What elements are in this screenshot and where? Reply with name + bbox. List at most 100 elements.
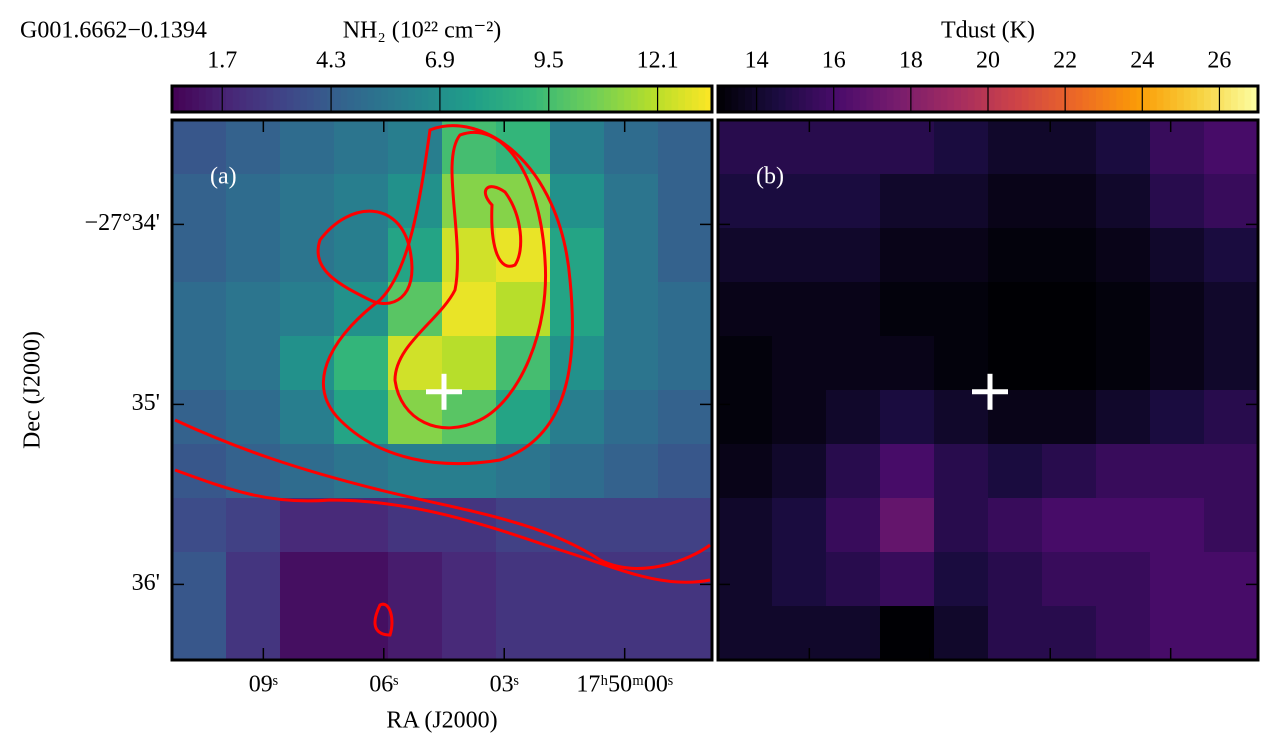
- pixel: [718, 228, 773, 283]
- colorbar-slice: [685, 86, 693, 112]
- frames: 1.7 4.3 6.9 9.5 12.1 NH₂ (10²² cm⁻²) 09ˢ 06ˢ 03ˢ…: [20, 18, 1260, 734]
- pixel: [226, 282, 281, 337]
- colorbar-slice: [913, 86, 922, 112]
- pixel: [718, 552, 773, 607]
- colorbar-frame: [170, 84, 714, 114]
- colorbar-slice: [307, 86, 315, 112]
- pixel: [442, 336, 497, 391]
- colorbar-slice: [724, 86, 733, 112]
- pixel: [1204, 174, 1259, 229]
- colorbar-slice: [536, 86, 544, 112]
- colorbar-slice: [624, 86, 632, 112]
- pixel: [442, 228, 497, 283]
- pixel: [658, 336, 713, 391]
- pixel: [280, 606, 335, 661]
- colorbar-slice: [381, 86, 389, 112]
- pixel: [550, 390, 605, 445]
- pixel: [658, 282, 713, 337]
- pixel: [1204, 390, 1259, 445]
- colorbar-slice: [273, 86, 281, 112]
- colorbar-tick-label: 18: [899, 48, 923, 74]
- colorbar-tick-label: 6.9: [425, 48, 455, 74]
- pixel: [172, 606, 227, 661]
- colorbar-slice: [523, 86, 531, 112]
- pixel: [718, 282, 773, 337]
- pixel: [280, 498, 335, 553]
- colorbar-slice: [280, 86, 288, 112]
- pixel: [1042, 390, 1097, 445]
- x-axis-label: RA (J2000): [386, 708, 497, 734]
- pixel: [334, 282, 389, 337]
- colorbar-slice: [1251, 86, 1259, 112]
- colorbar-slice: [805, 86, 814, 112]
- colorbar-slice: [778, 86, 787, 112]
- colorbar-slice: [590, 86, 598, 112]
- pixel: [172, 120, 227, 175]
- colorbar-slice: [1102, 86, 1111, 112]
- pixel: [826, 498, 881, 553]
- colorbar-slice: [1116, 86, 1124, 112]
- pixel: [772, 498, 827, 553]
- colorbar-slice: [1069, 86, 1077, 112]
- colorbar-slice: [253, 86, 261, 112]
- pixel: [1150, 390, 1205, 445]
- colorbar-slice: [880, 86, 888, 112]
- pixel: [226, 390, 281, 445]
- colorbar-slice: [475, 86, 484, 112]
- pixel: [1042, 444, 1097, 499]
- colorbar-slice: [516, 86, 524, 112]
- pixel: [1042, 552, 1097, 607]
- pixel: [1150, 444, 1205, 499]
- pixel: [172, 390, 227, 445]
- pixel: [1150, 174, 1205, 229]
- colorbar-slice: [1224, 86, 1232, 112]
- colorbar-tick-label: 1.7: [207, 48, 237, 74]
- colorbar-slice: [934, 86, 942, 112]
- colorbar-slice: [199, 86, 207, 112]
- pixel: [1042, 282, 1097, 337]
- pixel: [934, 174, 989, 229]
- colorbar-tick-label: 22: [1053, 48, 1077, 74]
- pixel: [880, 336, 935, 391]
- colorbar-slice: [718, 86, 726, 112]
- colorbar-slice: [738, 86, 746, 112]
- pixel: [1042, 498, 1097, 553]
- colorbar-slice: [859, 86, 868, 112]
- colorbar-slice: [961, 86, 969, 112]
- contour: [321, 124, 574, 466]
- pixel: [604, 444, 659, 499]
- pixel: [658, 390, 713, 445]
- x-tick-label: 06ˢ: [369, 672, 398, 698]
- colorbar-slice: [583, 86, 592, 112]
- pixel: [172, 336, 227, 391]
- pixel: [880, 120, 935, 175]
- chart-title: G001.6662−0.1394: [20, 18, 207, 44]
- colorbar-slice: [1190, 86, 1198, 112]
- pixel: [496, 390, 551, 445]
- pixel: [826, 120, 881, 175]
- colorbar-tick-label: 24: [1130, 48, 1154, 74]
- pixel: [826, 552, 881, 607]
- colorbar-slice: [550, 86, 558, 112]
- colorbar-slice: [367, 86, 376, 112]
- pixel: [334, 390, 389, 445]
- pixel: [442, 444, 497, 499]
- colorbar-slice: [394, 86, 403, 112]
- colorbar-tick-label: 9.5: [534, 48, 564, 74]
- colorbar-slice: [1089, 86, 1097, 112]
- colorbar-tick-label: 16: [822, 48, 846, 74]
- pixel: [226, 174, 281, 229]
- pixel: [1096, 552, 1151, 607]
- pixel: [658, 552, 713, 607]
- pixel: [772, 228, 827, 283]
- colorbar-slice: [1156, 86, 1165, 112]
- colorbar-slice: [947, 86, 955, 112]
- pixel: [226, 498, 281, 553]
- axes-frame: [716, 118, 1260, 662]
- colorbar-slice: [320, 86, 328, 112]
- images: [172, 120, 1259, 661]
- pixel: [280, 174, 335, 229]
- pixel: [1150, 498, 1205, 553]
- pixel: [226, 336, 281, 391]
- colorbar-slice: [543, 86, 551, 112]
